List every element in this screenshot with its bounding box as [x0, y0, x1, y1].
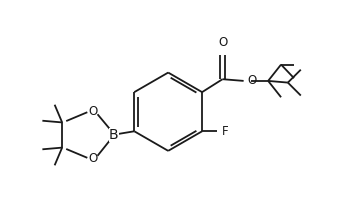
Text: F: F	[222, 125, 228, 138]
Text: O: O	[88, 152, 97, 165]
Text: O: O	[218, 36, 227, 49]
Text: O: O	[247, 74, 256, 87]
Text: O: O	[88, 105, 97, 118]
Text: B: B	[109, 128, 119, 142]
